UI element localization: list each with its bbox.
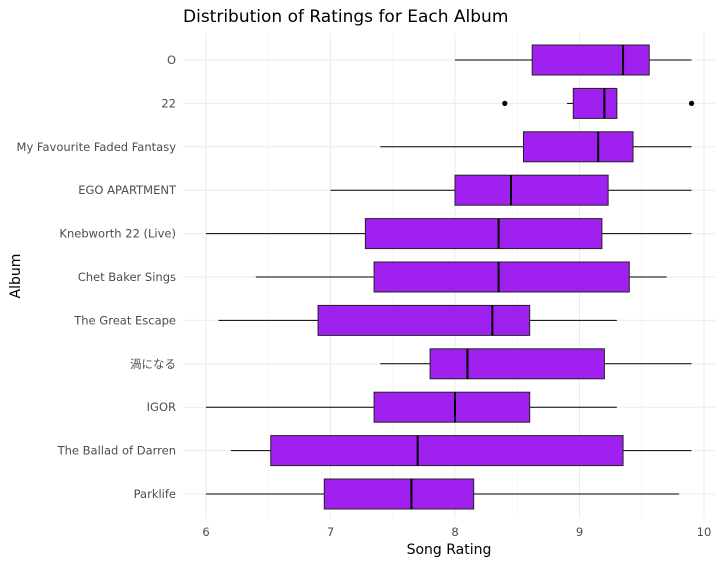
box xyxy=(373,391,531,423)
y-tick-labels: O 22 My Favourite Faded Fantasy EGO APARTME… xyxy=(17,53,177,501)
outlier-point xyxy=(502,100,508,106)
y-tick-label: EGO APARTMENT xyxy=(78,183,177,197)
box xyxy=(373,261,630,293)
x-tick-label: 10 xyxy=(697,525,712,539)
box xyxy=(270,435,624,467)
x-tick-labels: 6 7 8 9 10 xyxy=(202,525,711,539)
box xyxy=(522,131,634,163)
y-tick-label: IGOR xyxy=(147,400,176,414)
box xyxy=(323,478,475,510)
box xyxy=(317,304,531,336)
box xyxy=(429,348,605,380)
x-tick-label: 8 xyxy=(451,525,458,539)
box xyxy=(364,218,603,250)
box xyxy=(454,174,609,206)
y-tick-label: The Ballad of Darren xyxy=(57,444,176,458)
outliers xyxy=(502,100,695,106)
chart-title: Distribution of Ratings for Each Album xyxy=(183,7,508,27)
x-tick-label: 7 xyxy=(327,525,334,539)
x-tick-label: 6 xyxy=(202,525,209,539)
y-tick-label: 22 xyxy=(161,96,176,110)
whiskers xyxy=(206,59,692,495)
y-axis-title: Album xyxy=(8,254,24,299)
x-tick-label: 9 xyxy=(576,525,583,539)
y-tick-label: My Favourite Faded Fantasy xyxy=(17,140,177,154)
box xyxy=(531,44,650,76)
boxes xyxy=(270,44,650,510)
y-tick-label: 渦になる xyxy=(130,357,176,371)
box xyxy=(572,87,618,119)
y-tick-label: O xyxy=(167,53,176,67)
x-axis-title: Song Rating xyxy=(407,542,492,558)
y-tick-label: Knebworth 22 (Live) xyxy=(59,227,176,241)
y-tick-label: Parklife xyxy=(134,487,176,501)
y-tick-label: Chet Baker Sings xyxy=(78,270,176,284)
outlier-point xyxy=(688,100,695,106)
y-tick-label: The Great Escape xyxy=(73,313,176,327)
